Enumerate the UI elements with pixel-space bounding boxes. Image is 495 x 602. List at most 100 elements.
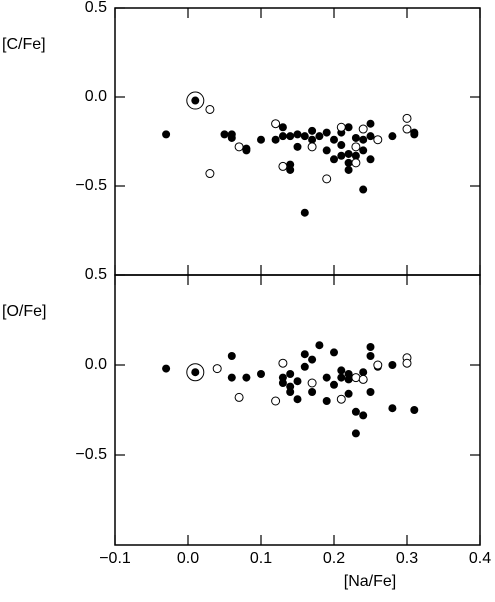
filled-point — [315, 341, 324, 350]
sun-point — [191, 96, 200, 105]
filled-point — [322, 146, 331, 155]
open-point — [322, 174, 332, 184]
filled-point — [257, 135, 265, 144]
filled-point — [242, 373, 251, 382]
filled-point — [286, 165, 295, 174]
open-point — [358, 124, 368, 134]
filled-point — [330, 380, 338, 389]
filled-point — [344, 123, 353, 132]
filled-point — [293, 130, 302, 139]
filled-point — [366, 155, 375, 164]
open-point — [271, 396, 281, 406]
filled-point — [308, 355, 317, 364]
filled-point — [308, 126, 317, 135]
filled-point — [337, 373, 346, 382]
filled-point — [227, 133, 236, 142]
filled-point — [300, 362, 309, 371]
plot-frame — [114, 274, 481, 546]
y-axis-label: [C/Fe] — [2, 36, 46, 53]
open-point — [358, 374, 368, 384]
filled-point — [388, 132, 397, 141]
open-point — [336, 122, 346, 132]
filled-point — [315, 132, 324, 141]
filled-point — [344, 149, 353, 158]
filled-point — [344, 375, 353, 384]
filled-point — [366, 132, 375, 141]
filled-point — [359, 135, 368, 144]
filled-point — [308, 388, 317, 396]
filled-point — [337, 141, 346, 150]
sun-point — [191, 368, 200, 377]
filled-point — [344, 165, 353, 174]
open-point — [205, 104, 215, 114]
filled-point — [351, 151, 360, 160]
x-axis-label: [Na/Fe] — [344, 573, 396, 590]
filled-point — [293, 142, 302, 151]
filled-point — [300, 350, 309, 359]
open-point — [373, 360, 383, 370]
filled-point — [293, 377, 302, 386]
open-point — [278, 358, 288, 368]
y-tick-label: −0.5 — [75, 446, 107, 463]
filled-point — [366, 388, 375, 396]
filled-point — [227, 352, 236, 360]
x-tick-label: −0.1 — [99, 550, 131, 567]
filled-point — [388, 361, 397, 369]
filled-point — [322, 373, 331, 382]
filled-point — [300, 132, 309, 141]
sun-ring — [186, 363, 205, 382]
x-tick-label: 0.2 — [323, 550, 345, 567]
filled-point — [366, 119, 375, 128]
x-tick-label: 0.3 — [396, 550, 418, 567]
filled-point — [162, 364, 171, 373]
y-tick-label: 0.5 — [85, 266, 107, 283]
open-point — [278, 161, 288, 171]
open-point — [402, 124, 412, 134]
filled-point — [322, 397, 331, 405]
open-point — [351, 158, 361, 168]
filled-point — [410, 130, 419, 139]
y-tick-label: 0.0 — [85, 88, 107, 105]
filled-point — [286, 370, 295, 378]
filled-point — [330, 155, 338, 164]
open-point — [402, 113, 412, 123]
filled-point — [271, 135, 280, 144]
filled-point — [351, 407, 360, 416]
filled-point — [351, 133, 360, 142]
filled-point — [162, 130, 171, 139]
filled-point — [359, 411, 368, 420]
open-point — [307, 142, 317, 152]
open-point — [234, 392, 244, 402]
open-point — [205, 169, 215, 179]
sun-ring — [186, 91, 205, 110]
open-point — [336, 394, 346, 404]
filled-point — [286, 388, 295, 396]
x-tick-label: 0.0 — [177, 550, 199, 567]
filled-point — [366, 343, 375, 351]
filled-point — [410, 406, 419, 414]
filled-point — [366, 352, 375, 360]
open-point — [351, 142, 361, 152]
filled-point — [293, 395, 302, 404]
filled-point — [359, 146, 368, 155]
y-tick-label: 0.0 — [85, 356, 107, 373]
filled-point — [278, 379, 287, 387]
open-point — [373, 135, 383, 145]
filled-point — [337, 151, 346, 160]
filled-point — [330, 135, 338, 144]
filled-point — [359, 368, 368, 377]
filled-point — [330, 348, 338, 357]
filled-point — [227, 373, 236, 382]
filled-point — [300, 208, 309, 217]
y-tick-label: 0.5 — [85, 0, 107, 16]
filled-point — [220, 130, 229, 139]
filled-point — [344, 389, 353, 398]
open-point — [351, 373, 361, 383]
filled-point — [286, 132, 295, 141]
filled-point — [344, 158, 353, 167]
plot-frame — [114, 7, 481, 276]
filled-point — [337, 366, 346, 375]
filled-point — [278, 123, 287, 132]
filled-point — [257, 370, 265, 378]
open-point — [271, 119, 281, 129]
